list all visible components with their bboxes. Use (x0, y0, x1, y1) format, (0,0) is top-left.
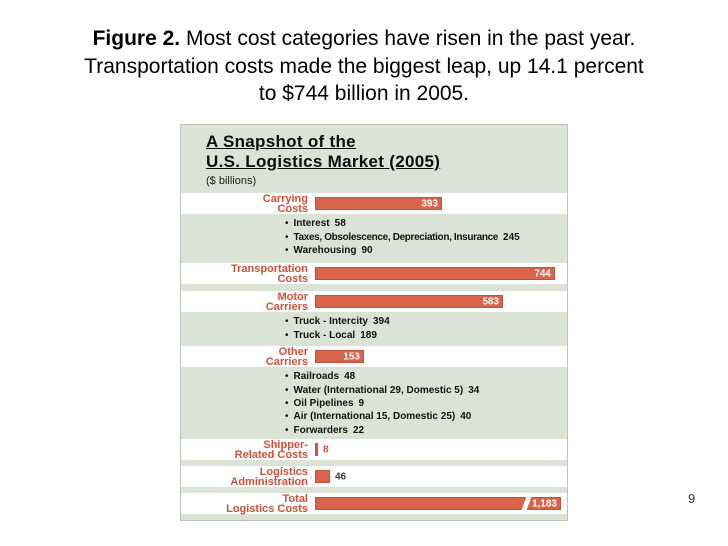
logistics-snapshot-chart: A Snapshot of the U.S. Logistics Market … (180, 124, 568, 521)
bar-value: 744 (534, 268, 551, 280)
bar-value: 153 (343, 351, 360, 363)
category-label: Shipper- Related Costs (234, 438, 308, 461)
breakdown-value: 58 (334, 218, 346, 230)
bar: 1,183 (315, 494, 561, 514)
category-label: Carrying Costs (262, 192, 308, 215)
breakdown-item: • Interest 58 (285, 217, 567, 230)
breakdown-label: Air (International 15, Domestic 25) (293, 411, 456, 423)
bar: 8 (315, 443, 329, 457)
breakdown-item: • Air (International 15, Domestic 25) 40 (285, 410, 567, 423)
breakdown-label: Warehousing (293, 244, 357, 256)
breakdown-value: 40 (460, 411, 472, 423)
bar-row-logistics-administration: Logistics Administration 46 (181, 465, 567, 488)
breakdown-label: Taxes, Obsolescence, Depreciation, Insur… (293, 231, 499, 243)
chart-title: A Snapshot of the U.S. Logistics Market … (206, 132, 567, 172)
category-label: Total Logistics Costs (226, 492, 308, 515)
units-label: ($ billions) (206, 175, 257, 188)
breakdown-label: Oil Pipelines (293, 397, 354, 409)
bar-track: 744 (315, 263, 567, 284)
bar-value: 46 (335, 471, 347, 483)
caption-line-3: to $744 billion in 2005. (258, 82, 470, 106)
bar-value: 1,183 (531, 498, 557, 510)
bullet-icon: • (285, 411, 289, 423)
bar: 744 (315, 267, 555, 281)
breakdown-label: Interest (293, 218, 330, 230)
breakdown-value: 34 (468, 384, 480, 396)
figure-number: Figure 2. (92, 27, 181, 50)
bullet-icon: • (285, 424, 289, 436)
bullet-icon: • (285, 384, 289, 396)
bullet-icon: • (285, 397, 289, 409)
caption-line-1: Figure 2. Most cost categories have rise… (0, 25, 728, 53)
figure-caption: Figure 2. Most cost categories have rise… (0, 25, 728, 108)
bar-value: 393 (421, 198, 438, 210)
breakdown-value: 48 (344, 371, 356, 383)
breakdown-label: Truck - Local (293, 329, 356, 341)
category-label: Other Carriers (265, 345, 308, 368)
bullet-icon: • (285, 218, 289, 230)
page-number: 9 (688, 491, 696, 506)
breakdown-label: Forwarders (293, 424, 348, 436)
bar-row-shipper-related-costs: Shipper- Related Costs 8 (181, 438, 567, 461)
axis-break-mark (520, 494, 533, 514)
category-label: Motor Carriers (265, 290, 308, 313)
bar-track: 1,183 (315, 493, 567, 514)
caption-text: Most cost categories have risen in the p… (180, 27, 636, 50)
breakdown-value: 394 (372, 316, 390, 328)
breakdown-item: • Truck - Local 189 (285, 329, 567, 342)
chart-title-line-2: U.S. Logistics Market (2005) (206, 152, 441, 172)
bar-row-carrying-costs: Carrying Costs 393 (181, 192, 567, 215)
breakdown-item: • Oil Pipelines 9 (285, 397, 567, 410)
breakdown-item: • Truck - Intercity 394 (285, 315, 567, 328)
bar-value: 8 (323, 444, 329, 456)
breakdown-motor-carriers: • Truck - Intercity 394 • Truck - Local 189 (285, 315, 567, 342)
breakdown-value: 189 (360, 329, 377, 341)
bar: 583 (315, 295, 503, 309)
breakdown-value: 9 (358, 397, 365, 409)
bar: 153 (315, 350, 364, 364)
bullet-icon: • (285, 329, 289, 341)
bullet-icon: • (285, 244, 289, 256)
bar: 393 (315, 197, 442, 211)
breakdown-item: • Forwarders 22 (285, 424, 567, 437)
category-label: Logistics Administration (230, 465, 308, 488)
breakdown-label: Water (International 29, Domestic 5) (293, 384, 464, 396)
bar-row-total-logistics-costs: Total Logistics Costs 1,183 (181, 492, 567, 515)
breakdown-item: • Water (International 29, Domestic 5) 34 (285, 384, 567, 397)
breakdown-item: • Railroads 48 (285, 370, 567, 383)
bar: 46 (315, 470, 346, 484)
bullet-icon: • (285, 371, 289, 383)
breakdown-item: • Taxes, Obsolescence, Depreciation, Insu… (285, 231, 567, 244)
breakdown-value: 90 (361, 244, 373, 256)
chart-title-line-1: A Snapshot of the (206, 132, 356, 151)
bar-track: 8 (315, 439, 567, 460)
bar-row-transportation-costs: Transportation Costs 744 (181, 262, 567, 285)
breakdown-label: Railroads (293, 371, 340, 383)
breakdown-value: 22 (352, 424, 365, 436)
bullet-icon: • (285, 231, 289, 243)
breakdown-other-carriers: • Railroads 48 • Water (International 29, D… (285, 370, 567, 437)
bar-row-motor-carriers: Motor Carriers 583 (181, 290, 567, 313)
bar-track: 153 (315, 346, 567, 367)
breakdown-item: • Warehousing 90 (285, 244, 567, 257)
bar-row-other-carriers: Other Carriers 153 (181, 345, 567, 368)
category-label: Transportation Costs (230, 262, 308, 285)
bar-value: 583 (482, 296, 499, 308)
bullet-icon: • (285, 316, 289, 328)
caption-line-2: Transportation costs made the biggest le… (84, 54, 644, 78)
breakdown-carrying-costs: • Interest 58 • Taxes, Obsolescence, Deprec… (285, 217, 567, 257)
bar-track: 46 (315, 466, 567, 487)
breakdown-value: 245 (503, 231, 520, 243)
breakdown-label: Truck - Intercity (293, 316, 368, 328)
bar-track: 583 (315, 291, 567, 312)
bar-track: 393 (315, 193, 567, 214)
